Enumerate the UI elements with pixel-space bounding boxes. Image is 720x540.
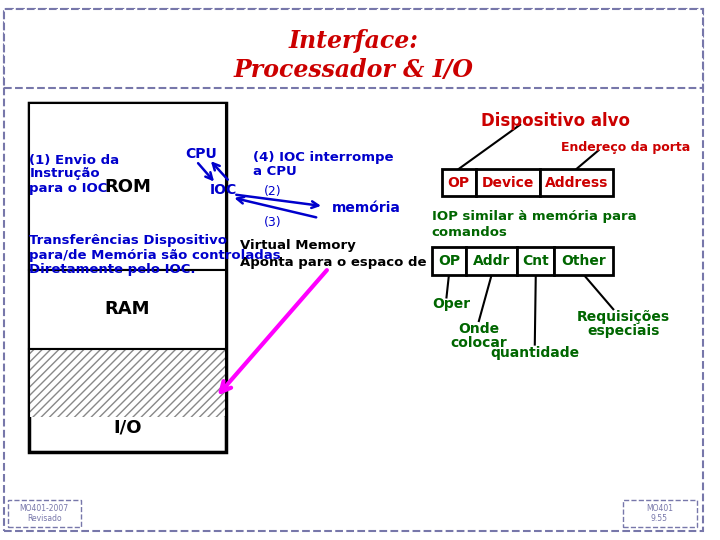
Bar xyxy=(30,348,225,417)
Text: comandos: comandos xyxy=(432,226,508,239)
Text: para o IOC: para o IOC xyxy=(30,182,108,195)
Text: a CPU: a CPU xyxy=(253,165,297,178)
Bar xyxy=(466,247,517,275)
Text: Endereço da porta: Endereço da porta xyxy=(562,141,690,154)
Bar xyxy=(30,348,225,451)
Bar xyxy=(554,247,613,275)
Text: para/de Memória são controladas: para/de Memória são controladas xyxy=(30,249,281,262)
Text: Aponta para o espaco de IO: Aponta para o espaco de IO xyxy=(240,255,448,268)
Text: ROM: ROM xyxy=(104,178,151,195)
Text: IOC: IOC xyxy=(210,183,238,197)
Text: Requisições: Requisições xyxy=(577,310,670,324)
Bar xyxy=(476,169,540,197)
Text: Onde: Onde xyxy=(459,322,500,336)
Text: MO401
9.55: MO401 9.55 xyxy=(646,504,673,523)
Text: MO401-2007
Revisado: MO401-2007 Revisado xyxy=(19,504,68,523)
Text: Diretamente pelo IOC.: Diretamente pelo IOC. xyxy=(30,264,196,276)
Text: Cnt: Cnt xyxy=(523,254,549,268)
Text: Oper: Oper xyxy=(432,298,470,312)
Text: Other: Other xyxy=(562,254,606,268)
Text: memória: memória xyxy=(332,201,400,215)
Text: (1) Envio da: (1) Envio da xyxy=(30,153,120,167)
Bar xyxy=(30,270,225,348)
Text: Virtual Memory: Virtual Memory xyxy=(240,239,356,252)
Bar xyxy=(30,103,225,451)
Bar xyxy=(623,500,697,527)
Text: Processador & I/O: Processador & I/O xyxy=(233,58,473,82)
Text: especiais: especiais xyxy=(587,324,660,338)
Text: CPU: CPU xyxy=(185,147,217,161)
Bar xyxy=(517,247,554,275)
Text: Addr: Addr xyxy=(473,254,510,268)
Text: IOP similar à memória para: IOP similar à memória para xyxy=(432,210,636,222)
Bar xyxy=(4,9,703,89)
Text: Address: Address xyxy=(545,176,608,190)
Text: (3): (3) xyxy=(264,217,282,230)
Bar xyxy=(540,169,613,197)
Text: Interface:: Interface: xyxy=(288,29,418,53)
Text: (2): (2) xyxy=(264,185,282,198)
Text: I/O: I/O xyxy=(113,418,142,436)
Bar xyxy=(30,103,225,270)
Text: Device: Device xyxy=(482,176,534,190)
Text: Dispositivo alvo: Dispositivo alvo xyxy=(481,112,630,130)
Bar xyxy=(8,500,81,527)
Text: Instrução: Instrução xyxy=(30,167,100,180)
Text: (4) IOC interrompe: (4) IOC interrompe xyxy=(253,151,394,164)
Text: Transferências Dispositivo: Transferências Dispositivo xyxy=(30,234,228,247)
Text: OP: OP xyxy=(438,254,460,268)
Bar xyxy=(432,247,466,275)
Text: colocar: colocar xyxy=(451,336,507,349)
Text: RAM: RAM xyxy=(105,300,150,318)
Text: quantidade: quantidade xyxy=(490,346,580,360)
Bar xyxy=(441,169,476,197)
Text: OP: OP xyxy=(448,176,470,190)
